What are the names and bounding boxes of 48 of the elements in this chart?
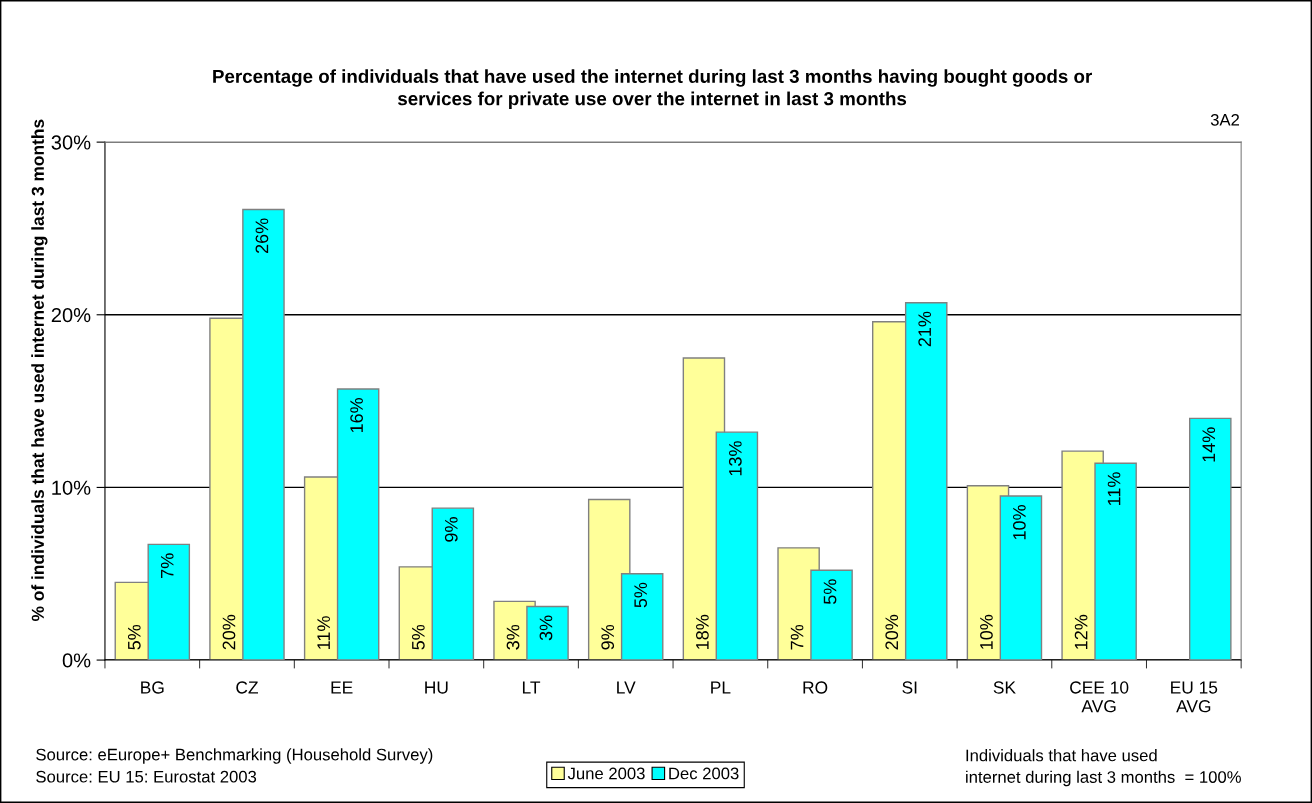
data-label: 10% <box>980 614 993 649</box>
data-label: 20% <box>222 614 236 650</box>
data-label: 14% <box>1202 427 1216 462</box>
data-label: 5% <box>823 579 837 604</box>
legend-label: June 2003 <box>567 767 645 780</box>
x-tick-label: LV <box>617 681 636 694</box>
y-tick-label: 0% <box>62 653 91 668</box>
data-label: 7% <box>790 624 804 650</box>
x-tick-label: CZ <box>236 681 259 694</box>
data-label: 21% <box>918 311 932 347</box>
x-tick-label: HU <box>425 681 448 694</box>
y-tick-label: 30% <box>51 135 91 150</box>
data-label: 11% <box>317 616 330 649</box>
data-label: 5% <box>127 624 141 650</box>
y-tick-label: 20% <box>51 308 91 323</box>
data-label: 16% <box>350 397 363 433</box>
data-label: 11% <box>1107 472 1121 506</box>
x-tick-label: EU 15 AVG <box>1171 681 1218 713</box>
data-label: 10% <box>1012 505 1026 540</box>
x-tick-label: LT <box>522 681 541 694</box>
source-note: Source: eEurope+ Benchmarking (Household Survey) <box>36 748 433 764</box>
data-label: 5% <box>412 624 425 650</box>
data-label: 7% <box>160 553 174 578</box>
chart-title: Percentage of individuals that have used the internet during last 3 months having bought goods or services for private use over the internet in last 3 months <box>213 69 1092 110</box>
data-label: 26% <box>255 218 269 254</box>
x-tick-label: RO <box>803 681 828 694</box>
data-label: 5% <box>634 582 648 608</box>
x-tick-label: PL <box>711 681 731 694</box>
x-tick-label: CEE 10 AVG <box>1070 681 1129 713</box>
bar <box>1188 417 1232 661</box>
x-tick-label: BG <box>141 681 164 694</box>
legend-label: Dec 2003 <box>669 767 739 780</box>
data-label: 13% <box>728 441 742 476</box>
source-note: Source: EU 15: Eurostat 2003 <box>36 770 257 783</box>
y-axis-title: % of individuals that have used internet during last 3 months <box>31 119 48 622</box>
text: 3A2 <box>1210 113 1239 126</box>
x-tick-label: SI <box>902 681 917 694</box>
text: Individuals that have used internet during last 3 months = 100% <box>966 749 1241 787</box>
data-label: 20% <box>885 614 899 650</box>
x-tick-label: SK <box>993 681 1016 694</box>
data-label: 3% <box>539 615 553 641</box>
data-label: 12% <box>1074 614 1088 649</box>
data-label: 3% <box>506 624 520 650</box>
data-label: 9% <box>601 624 615 650</box>
y-tick-label: 10% <box>52 480 91 495</box>
x-tick-label: EE <box>331 681 353 694</box>
data-label: 18% <box>695 614 709 649</box>
data-label: 9% <box>444 517 458 542</box>
